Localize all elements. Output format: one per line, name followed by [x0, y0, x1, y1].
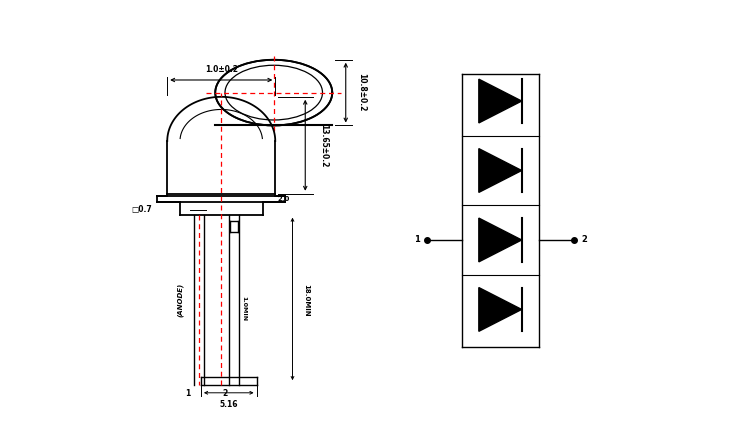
- Polygon shape: [478, 288, 522, 331]
- Text: 5.16: 5.16: [220, 400, 238, 409]
- Text: (ANODE): (ANODE): [177, 283, 183, 317]
- Text: 2.0: 2.0: [278, 196, 290, 202]
- Text: 10.8±0.2: 10.8±0.2: [357, 73, 366, 112]
- Text: 1.0MIN: 1.0MIN: [242, 296, 247, 321]
- Text: 18.0MIN: 18.0MIN: [303, 284, 309, 316]
- Text: 2: 2: [581, 235, 587, 245]
- Text: 1.0±0.2: 1.0±0.2: [205, 65, 238, 74]
- Polygon shape: [478, 79, 522, 123]
- Polygon shape: [478, 149, 522, 192]
- Polygon shape: [478, 218, 522, 262]
- Text: 13.65±0.2: 13.65±0.2: [319, 123, 328, 167]
- Text: 1: 1: [185, 389, 190, 398]
- Text: □0.7: □0.7: [131, 205, 152, 214]
- Text: 2: 2: [222, 389, 227, 398]
- Text: 1: 1: [414, 235, 420, 245]
